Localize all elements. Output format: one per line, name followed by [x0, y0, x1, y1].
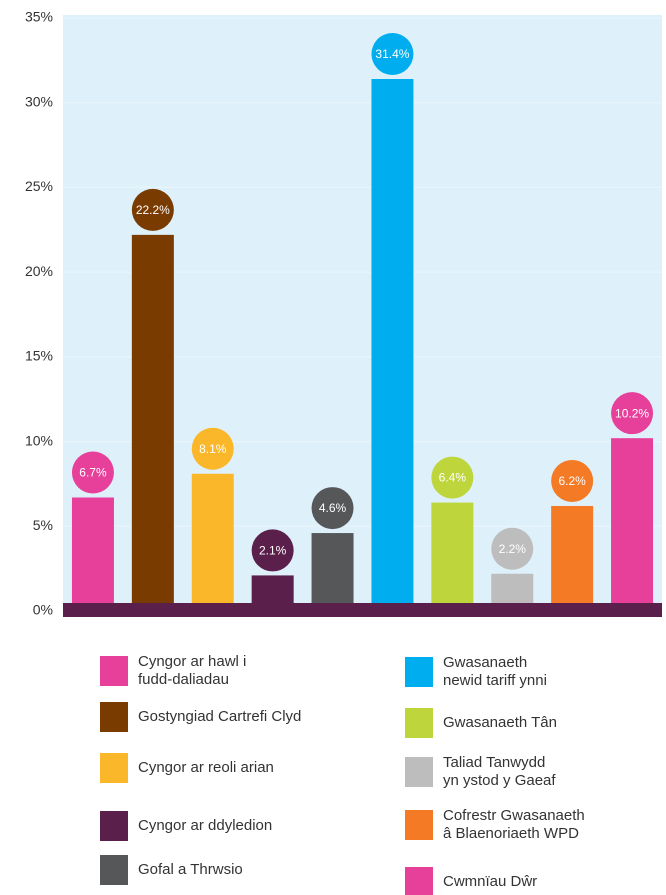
legend-label: Cyngor ar ddyledion [138, 817, 272, 834]
legend-line: fudd-daliadau [138, 671, 229, 688]
legend-swatch [405, 708, 433, 738]
legend-line: Gwasanaeth [443, 654, 527, 671]
value-label: 31.4% [375, 47, 409, 61]
value-label-badge [131, 188, 174, 231]
value-label: 6.4% [439, 471, 467, 485]
legend-label: Gwasanaeth Tân [443, 714, 557, 731]
bar [311, 533, 354, 611]
y-tick-label: 0% [33, 602, 53, 618]
bar [371, 78, 414, 612]
y-tick-label: 35% [25, 9, 53, 25]
value-label-badge [311, 487, 354, 530]
legend-line: â Blaenoriaeth WPD [443, 825, 579, 842]
value-label-badge [371, 32, 414, 75]
legend-swatch [100, 702, 128, 732]
value-label-badge [251, 529, 294, 572]
legend-line: Cyngor ar hawl i [138, 653, 246, 670]
legend-label: Cwmnïau Dŵr [443, 873, 537, 890]
legend-swatch [100, 855, 128, 885]
value-label: 8.1% [199, 442, 227, 456]
legend-label: Cyngor ar reoli arian [138, 759, 274, 776]
value-label-badge [191, 427, 234, 470]
value-label-badge [611, 392, 654, 435]
value-label: 10.2% [615, 406, 649, 420]
value-label: 2.1% [259, 544, 287, 558]
value-label-badge [551, 459, 594, 502]
bar [431, 502, 474, 611]
value-label-badge [491, 527, 534, 570]
legend-label: Gostyngiad Cartrefi Clyd [138, 708, 301, 725]
value-label-badge [431, 456, 474, 499]
legend-line: newid tariff ynni [443, 672, 547, 689]
value-label: 2.2% [499, 542, 527, 556]
legend-label: Gofal a Thrwsio [138, 861, 243, 878]
baseline-band [63, 603, 662, 617]
y-tick-label: 20% [25, 263, 53, 279]
legend-swatch [405, 810, 433, 840]
y-tick-label: 15% [25, 348, 53, 364]
y-tick-label: 25% [25, 178, 53, 194]
y-tick-label: 10% [25, 432, 53, 448]
value-label: 22.2% [136, 203, 170, 217]
bar [551, 505, 594, 611]
y-tick-label: 5% [33, 517, 53, 533]
legend-swatch [100, 656, 128, 686]
bar [71, 497, 114, 611]
value-label: 6.2% [558, 474, 586, 488]
legend-swatch [405, 657, 433, 687]
legend-swatch [100, 753, 128, 783]
legend-label: Cofrestr Gwasanaeth â Blaenoriaeth WPD [443, 807, 585, 842]
bar [611, 438, 654, 611]
legend-swatch [100, 811, 128, 841]
legend-swatch [405, 867, 433, 895]
legend-swatch [405, 757, 433, 787]
legend-line: Cofrestr Gwasanaeth [443, 807, 585, 824]
y-tick-label: 30% [25, 93, 53, 109]
legend-label: Taliad Tanwydd yn ystod y Gaeaf [443, 754, 556, 789]
bar [191, 473, 234, 611]
legend-line: yn ystod y Gaeaf [443, 772, 556, 789]
bar [131, 234, 174, 611]
legend-line: Taliad Tanwydd [443, 754, 545, 771]
value-label: 4.6% [319, 501, 347, 515]
legend-label: Cyngor ar hawl i fudd-daliadau [138, 653, 246, 688]
legend-label: Gwasanaeth newid tariff ynni [443, 654, 547, 689]
value-label: 6.7% [79, 466, 107, 480]
value-label-badge [71, 451, 114, 494]
